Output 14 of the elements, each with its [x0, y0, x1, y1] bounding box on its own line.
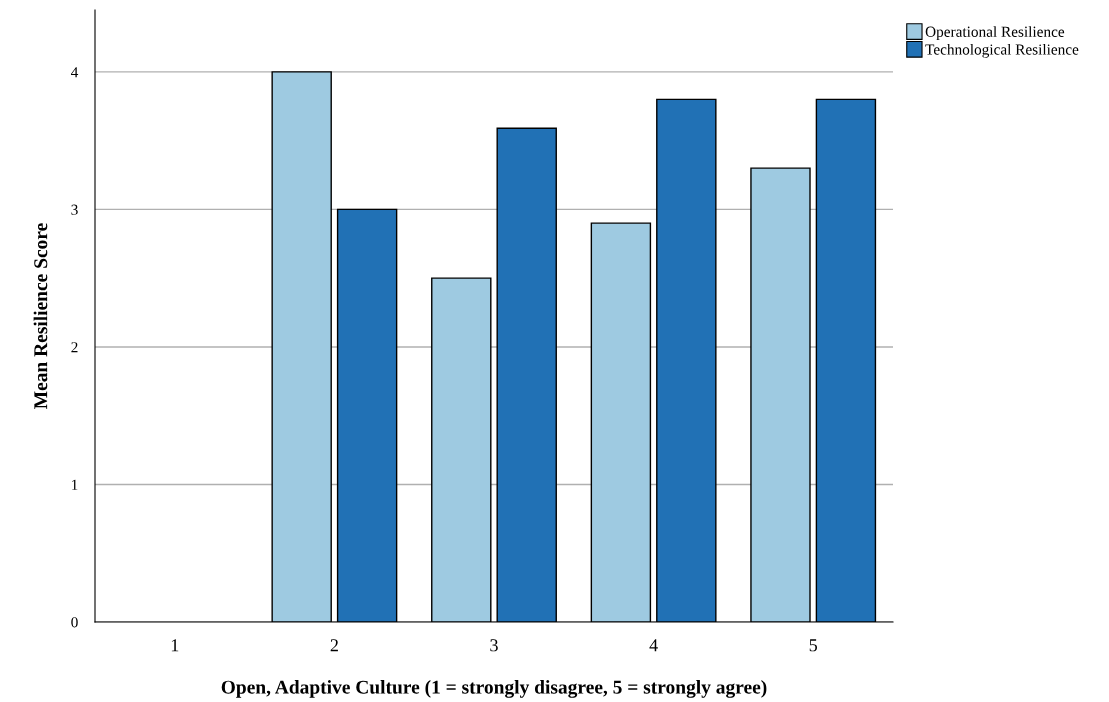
x-axis-title: Open, Adaptive Culture (1 = strongly disagree, 5 = strongly agree)	[221, 680, 767, 698]
y-tick-label: 2	[71, 342, 78, 353]
y-axis-title: Mean Resilience Score	[33, 223, 48, 409]
y-tick-label: 0	[71, 617, 78, 628]
y-tick-label: 1	[72, 479, 78, 490]
x-tick-label: 2	[330, 639, 338, 652]
x-tick-label: 5	[809, 639, 818, 652]
x-tick-label: 4	[649, 639, 658, 652]
x-tick-label: 1	[171, 639, 179, 652]
y-tick-label: 3	[71, 204, 78, 215]
x-tick-label: 3	[490, 639, 498, 652]
legend-label: Operational Resilience	[925, 26, 1065, 40]
legend-label: Technological Resilience	[925, 43, 1079, 58]
y-tick-label: 4	[70, 67, 79, 78]
